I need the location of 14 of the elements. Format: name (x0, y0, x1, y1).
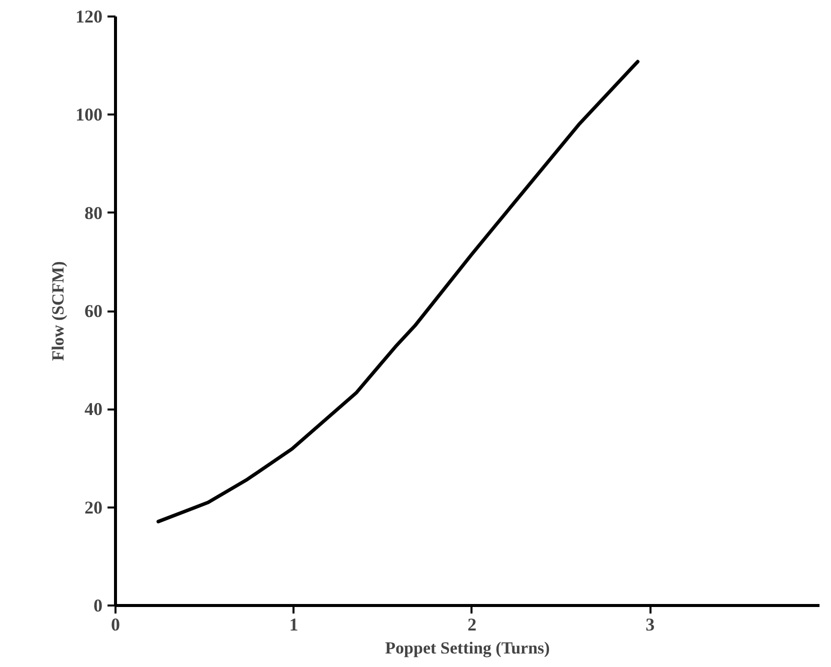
y-tick-label: 0 (94, 596, 102, 616)
x-tick-label: 1 (289, 614, 298, 634)
x-tick-label: 0 (111, 614, 120, 634)
line-series (156, 60, 640, 524)
y-tick-label: 40 (84, 399, 102, 420)
y-tick-label: 60 (84, 301, 102, 321)
y-axis-title: Flow (SCFM) (48, 261, 68, 361)
y-tick-label: 20 (84, 497, 102, 518)
x-axis-title: Poppet Setting (Turns) (385, 638, 550, 658)
y-tick-label: 120 (76, 6, 102, 26)
x-tick-label: 3 (646, 614, 655, 634)
x-tick-label: 2 (467, 614, 476, 634)
y-tick-label: 80 (84, 202, 102, 223)
y-tick-label: 100 (76, 104, 102, 125)
